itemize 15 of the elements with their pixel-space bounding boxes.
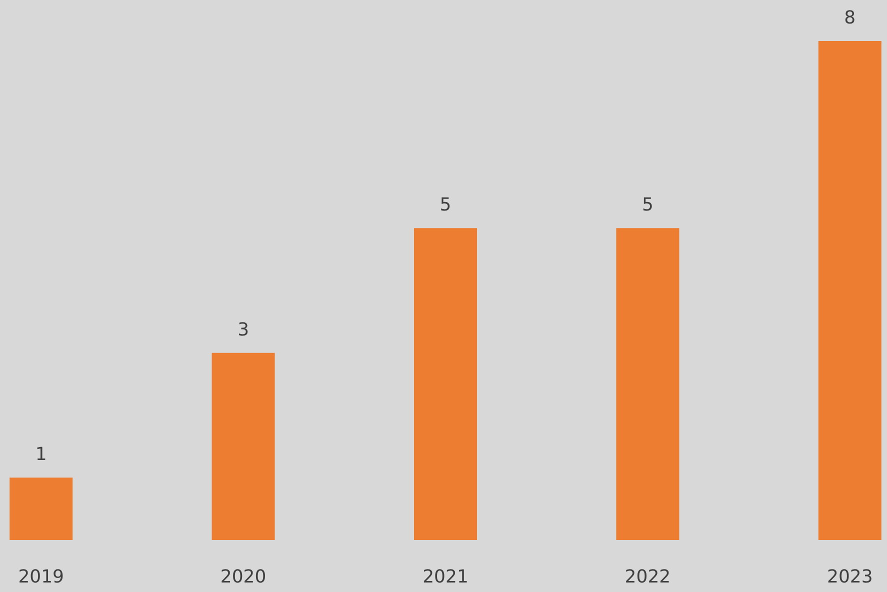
data-label: 5 [642, 194, 654, 216]
bar [10, 478, 73, 540]
bar [818, 41, 882, 540]
data-label: 5 [440, 194, 452, 216]
x-tick-label: 2021 [422, 566, 468, 588]
data-label: 8 [844, 8, 856, 28]
data-label: 3 [238, 319, 250, 340]
x-tick-label: 2022 [624, 566, 671, 588]
x-tick-label: 2023 [826, 566, 873, 588]
x-tick-label: 2020 [220, 566, 266, 588]
data-label: 1 [35, 444, 47, 466]
bar [414, 228, 477, 540]
bar [212, 352, 275, 540]
x-tick-label: 2019 [18, 566, 64, 588]
bar [616, 228, 680, 540]
